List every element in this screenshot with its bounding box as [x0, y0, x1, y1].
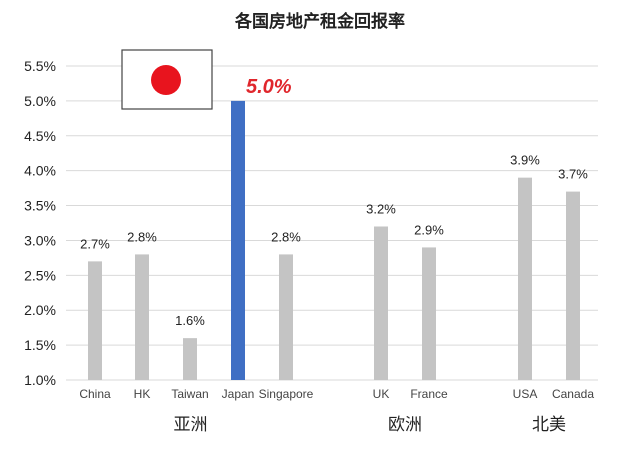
value-label: 3.2%	[366, 201, 396, 216]
y-tick-label: 1.0%	[24, 372, 56, 388]
value-label: 3.7%	[558, 167, 588, 182]
gridlines	[66, 65, 598, 381]
japan-flag-icon	[121, 49, 213, 110]
x-tick-label: Singapore	[259, 387, 314, 401]
value-label: 1.6%	[175, 313, 205, 328]
chart-title: 各国房地产租金回报率	[234, 11, 405, 32]
x-tick-label: Japan	[222, 387, 255, 401]
y-tick-label: 5.5%	[24, 58, 56, 74]
x-tick-label: France	[410, 387, 448, 401]
value-label: 2.7%	[80, 236, 110, 251]
bar-france	[422, 247, 436, 380]
y-tick-label: 4.5%	[24, 128, 56, 144]
value-label: 2.9%	[414, 222, 444, 237]
value-label: 5.0%	[246, 76, 292, 98]
bar-taiwan	[183, 338, 197, 380]
x-tick-label: China	[79, 387, 111, 401]
y-tick-label: 2.0%	[24, 302, 56, 318]
bar-canada	[566, 191, 580, 380]
bar-usa	[518, 177, 532, 380]
bar-uk	[374, 226, 388, 380]
group-label: 欧洲	[388, 415, 422, 435]
value-label: 2.8%	[127, 229, 157, 244]
x-axis: China HK Taiwan Japan Singapore UK France USA Ca…	[79, 387, 594, 401]
value-label: 3.9%	[510, 153, 540, 168]
y-tick-label: 2.5%	[24, 267, 56, 283]
y-tick-label: 1.5%	[24, 337, 56, 353]
x-tick-label: HK	[134, 387, 151, 401]
y-tick-label: 3.0%	[24, 232, 56, 248]
bar-japan	[231, 100, 245, 380]
group-labels: 亚洲 欧洲 北美	[174, 415, 567, 435]
x-tick-label: UK	[373, 387, 390, 401]
group-label: 亚洲	[174, 415, 208, 435]
value-label: 2.8%	[271, 229, 301, 244]
bar-singapore	[279, 254, 293, 380]
y-axis: 1.0% 1.5% 2.0% 2.5% 3.0% 3.5% 4.0% 4.5% 5.0% 5.5%	[24, 58, 56, 388]
y-tick-label: 3.5%	[24, 198, 56, 214]
y-tick-label: 4.0%	[24, 163, 56, 179]
bar-hk	[135, 254, 149, 380]
group-label: 北美	[532, 415, 566, 435]
y-tick-label: 5.0%	[24, 93, 56, 109]
x-tick-label: USA	[513, 387, 538, 401]
x-tick-label: Taiwan	[171, 387, 208, 401]
x-tick-label: Canada	[552, 387, 594, 401]
value-labels: 2.7% 2.8% 1.6% 5.0% 2.8% 3.2% 2.9% 3.9% 3.7%	[80, 76, 588, 328]
bar-china	[88, 261, 102, 380]
bars	[88, 100, 580, 380]
